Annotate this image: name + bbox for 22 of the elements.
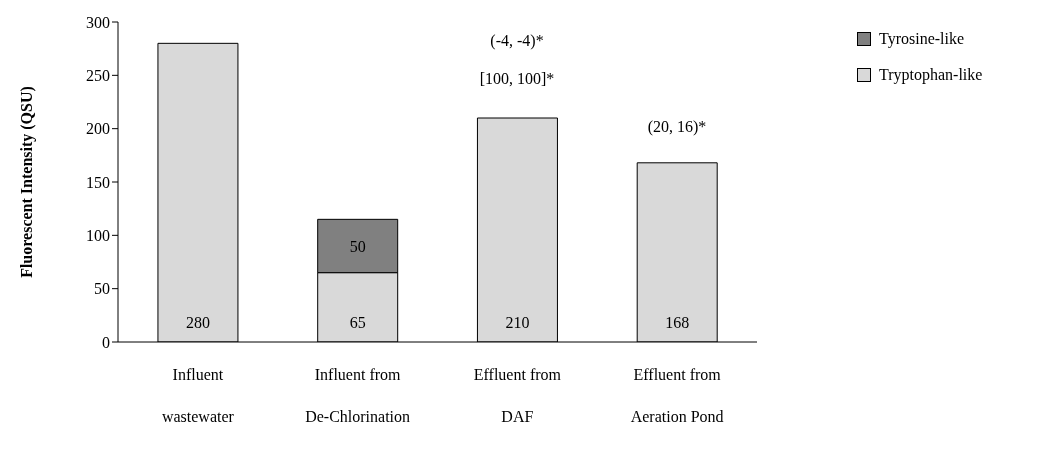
- y-tick-label: 50: [94, 280, 110, 298]
- legend-label: Tyrosine-like: [879, 30, 965, 48]
- data-label: 280: [185, 314, 210, 331]
- y-axis-title: Fluorescent Intensity (QSU): [17, 86, 36, 278]
- data-label: 65: [349, 314, 366, 331]
- y-tick-label: 0: [102, 333, 110, 351]
- data-label: 168: [665, 314, 690, 331]
- y-tick-label: 250: [86, 67, 110, 85]
- y-tick-label: 150: [86, 173, 110, 191]
- annotation: (20, 16)*: [647, 118, 707, 136]
- category-label: Effluent from DAF: [473, 366, 561, 425]
- legend-label: Tryptophan-like: [879, 66, 983, 84]
- data-label: 50: [349, 237, 366, 255]
- y-tick-label: 300: [86, 13, 110, 31]
- category-label: Influent from De-Chlorination: [305, 366, 411, 425]
- y-tick-label: 100: [86, 227, 110, 245]
- y-tick-label: 200: [86, 120, 110, 138]
- data-label: 210: [505, 314, 530, 331]
- annotation: (-4, -4)*: [490, 32, 544, 50]
- annotation: [100, 100]*: [479, 70, 555, 88]
- category-label: Influent wastewater: [161, 366, 234, 425]
- category-label: Effluent from Aeration Pond: [630, 366, 724, 425]
